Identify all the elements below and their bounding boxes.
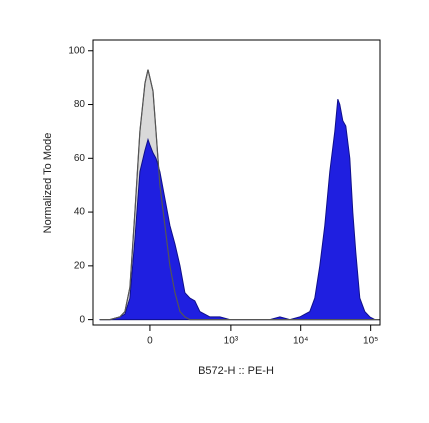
y-tick-label: 20	[74, 260, 86, 271]
plot-frame	[92, 39, 381, 326]
x-tick-label: 10³	[224, 336, 239, 347]
y-tick-label: 80	[74, 99, 86, 110]
y-tick-label: 100	[68, 45, 85, 56]
x-tick-label: 0	[147, 336, 153, 347]
y-tick-label: 40	[74, 207, 86, 218]
y-tick-label: 60	[74, 153, 86, 164]
x-tick-label: 10⁵	[363, 336, 378, 347]
y-tick-label: 0	[79, 314, 85, 325]
x-tick-label: 10⁴	[293, 336, 308, 347]
x-axis-label: B572-H :: PE-H	[198, 365, 274, 377]
histogram-outline	[100, 69, 380, 321]
y-axis-label: Normalized To Mode	[42, 133, 54, 234]
